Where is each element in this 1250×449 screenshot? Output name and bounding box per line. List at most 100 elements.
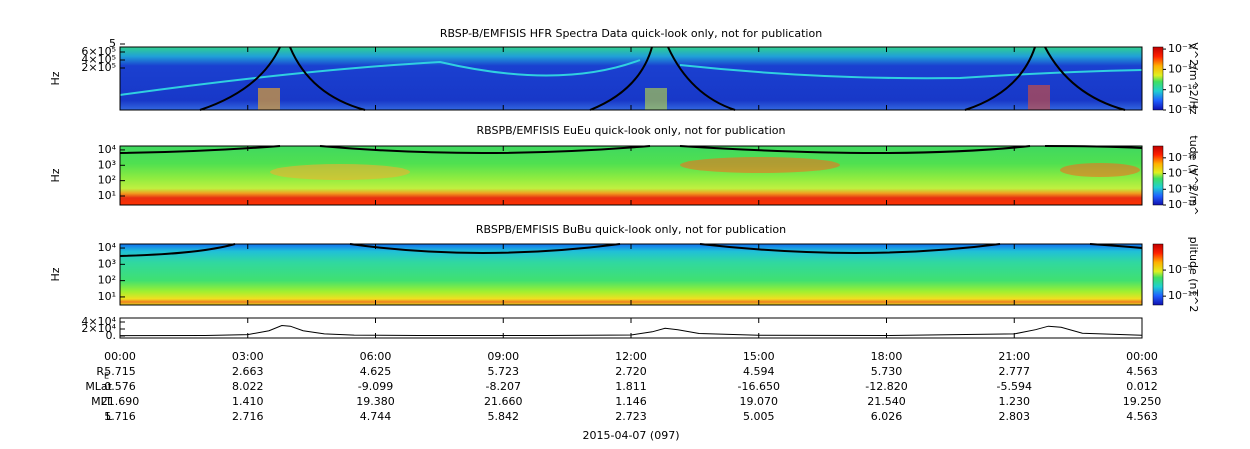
ephemeris-value: 6.026 bbox=[871, 410, 903, 423]
ephemeris-value: 5.005 bbox=[743, 410, 775, 423]
y-tick-label: 2×10⁴ bbox=[81, 322, 116, 335]
x-tick-label: 18:00 bbox=[871, 350, 903, 363]
colorbar-tick-label: 10⁻¹⁸ bbox=[1168, 198, 1197, 211]
ephemeris-value: 1.146 bbox=[615, 395, 647, 408]
plasma-curve bbox=[119, 243, 1143, 257]
plot-frame bbox=[119, 317, 1143, 339]
y-tick-label: 6×10⁵ bbox=[81, 45, 116, 58]
spectrogram-image bbox=[120, 146, 1142, 205]
spectrogram-feature bbox=[270, 164, 410, 180]
colorbar bbox=[1152, 145, 1164, 206]
x-tick-label: 12:00 bbox=[615, 350, 647, 363]
colorbar-label: plitude (nT^2 bbox=[1187, 237, 1200, 313]
ephemeris-value: -9.099 bbox=[358, 380, 393, 393]
ephemeris-value: 4.744 bbox=[360, 410, 392, 423]
y-axis-label: Hz bbox=[49, 71, 62, 85]
plasma-curve bbox=[199, 46, 1126, 111]
x-tick-label: 03:00 bbox=[232, 350, 264, 363]
y-tick-label: 10³ bbox=[98, 158, 116, 171]
ephemeris-value: 21.540 bbox=[867, 395, 906, 408]
colorbar bbox=[1152, 243, 1164, 306]
ephemeris-value: 1.811 bbox=[615, 380, 647, 393]
ephemeris-label: MLT bbox=[91, 395, 112, 408]
ephemeris-value: -5.594 bbox=[997, 380, 1032, 393]
panel-title: RBSPB/EMFISIS BuBu quick-look only, not … bbox=[476, 223, 786, 236]
ephemeris-value: 5.716 bbox=[104, 410, 136, 423]
spectrogram-feature bbox=[680, 157, 840, 173]
ephemeris-value: 1.410 bbox=[232, 395, 264, 408]
y-tick-label: 10¹ bbox=[98, 189, 116, 202]
colorbar-tick-label: 10⁻¹² bbox=[1168, 151, 1197, 164]
spectrogram-feature bbox=[645, 88, 667, 110]
ephemeris-value: 2.723 bbox=[615, 410, 647, 423]
ephemeris-value: 19.380 bbox=[356, 395, 395, 408]
colorbar-tick-label: 10⁻⁵ bbox=[1168, 263, 1192, 276]
spectrogram-image bbox=[120, 47, 1142, 110]
plot-frame bbox=[119, 46, 1143, 111]
panel-title: RBSPB/EMFISIS EuEu quick-look only, not … bbox=[476, 124, 785, 137]
colorbar-tick-label: 10⁻¹² bbox=[1168, 42, 1197, 55]
ephemeris-label: R bbox=[96, 365, 104, 378]
ephemeris-value: 19.070 bbox=[740, 395, 779, 408]
plasma-curve bbox=[119, 145, 1143, 154]
x-tick-label: 06:00 bbox=[360, 350, 392, 363]
colorbar-tick-label: 10⁻¹⁸ bbox=[1168, 103, 1197, 116]
spectrogram-feature bbox=[1060, 163, 1140, 177]
ephemeris-value: 5.723 bbox=[488, 365, 520, 378]
y-tick-label: 5 bbox=[109, 37, 116, 50]
x-tick-label: 00:00 bbox=[1126, 350, 1158, 363]
ephemeris-value: -12.820 bbox=[865, 380, 907, 393]
ephemeris-value: 8.022 bbox=[232, 380, 264, 393]
y-tick-label: 10² bbox=[98, 174, 116, 187]
y-tick-label: 10² bbox=[98, 274, 116, 287]
ephemeris-value: 5.730 bbox=[871, 365, 903, 378]
panel-title: RBSP-B/EMFISIS HFR Spectra Data quick-lo… bbox=[440, 27, 822, 40]
plot-frame bbox=[119, 243, 1143, 306]
date-label: 2015-04-07 (097) bbox=[582, 429, 679, 442]
ephemeris-value: 2.803 bbox=[999, 410, 1031, 423]
x-tick-label: 15:00 bbox=[743, 350, 775, 363]
colorbar-tick-label: 10⁻¹⁰ bbox=[1168, 289, 1197, 302]
x-tick-label: 21:00 bbox=[998, 350, 1030, 363]
ephemeris-value: 4.563 bbox=[1126, 365, 1158, 378]
ephemeris-value: 2.716 bbox=[232, 410, 264, 423]
ephemeris-label: L bbox=[106, 410, 113, 423]
plot-frame bbox=[119, 145, 1143, 206]
ephemeris-value: 2.663 bbox=[232, 365, 264, 378]
ephemeris-label-sub: E bbox=[104, 372, 109, 381]
ephemeris-value: -16.650 bbox=[738, 380, 780, 393]
colorbar bbox=[1152, 46, 1164, 111]
y-tick-label: 10³ bbox=[98, 257, 116, 270]
y-tick-label: 4×10⁵ bbox=[81, 53, 116, 66]
spectrogram-feature bbox=[1028, 85, 1050, 110]
colorbar-label: tude (V^2/m^ bbox=[1187, 135, 1200, 215]
ephemeris-value: -8.207 bbox=[486, 380, 521, 393]
ephemeris-value: 2.777 bbox=[999, 365, 1031, 378]
ephemeris-value: 4.594 bbox=[743, 365, 775, 378]
y-tick-label: 0. bbox=[106, 329, 117, 342]
colorbar-tick-label: 10⁻¹⁶ bbox=[1168, 83, 1197, 96]
y-tick-label: 10⁴ bbox=[98, 143, 117, 156]
ephemeris-value: 0.576 bbox=[104, 380, 136, 393]
ephemeris-value: 0.012 bbox=[1126, 380, 1158, 393]
colorbar-tick-label: 10⁻¹⁴ bbox=[1168, 62, 1197, 75]
spectrogram-feature bbox=[258, 88, 280, 110]
data-line bbox=[119, 324, 1143, 337]
ephemeris-label: MLat bbox=[85, 380, 112, 393]
ephemeris-value: 4.563 bbox=[1126, 410, 1158, 423]
colorbar-tick-label: 10⁻¹⁴ bbox=[1168, 167, 1197, 180]
ephemeris-value: 19.250 bbox=[1123, 395, 1162, 408]
x-tick-label: 09:00 bbox=[487, 350, 519, 363]
ephemeris-value: 21.690 bbox=[101, 395, 140, 408]
y-tick-label: 4×10⁴ bbox=[81, 315, 116, 328]
y-axis-label: Hz bbox=[49, 267, 62, 281]
x-tick-label: 00:00 bbox=[104, 350, 136, 363]
spectrogram-feature bbox=[119, 59, 1143, 96]
ephemeris-value: 1.230 bbox=[999, 395, 1031, 408]
spectrogram-layer bbox=[119, 46, 1143, 338]
ephemeris-value: 5.715 bbox=[104, 365, 136, 378]
ephemeris-value: 21.660 bbox=[484, 395, 523, 408]
y-axis-label: Hz bbox=[49, 168, 62, 182]
y-tick-label: 10¹ bbox=[98, 290, 116, 303]
